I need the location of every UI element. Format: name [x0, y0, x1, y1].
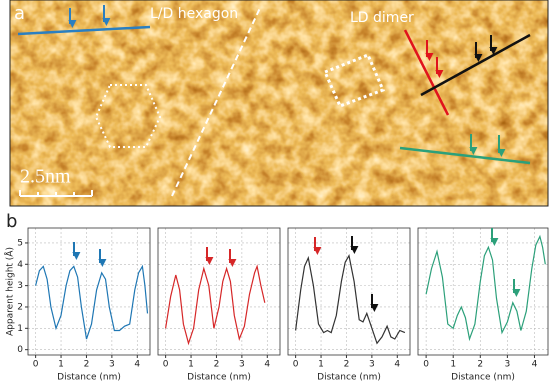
x-tick-label: 4 — [394, 360, 400, 370]
plot-frame — [157, 227, 281, 356]
x-tick-label: 2 — [214, 360, 220, 370]
x-tick-label: 1 — [188, 360, 194, 370]
y-tick-label: 0 — [17, 345, 23, 355]
x-tick-label: 2 — [84, 360, 90, 370]
panel-label: b — [6, 211, 17, 232]
data-line — [35, 264, 149, 340]
annotation: L/D hexagon — [150, 6, 238, 22]
stm-image: a L/D hexagon LD dimer 2.5nm — [9, 0, 549, 207]
scale-bar-label: 2.5nm — [20, 166, 71, 188]
x-tick-label: 2 — [477, 360, 483, 370]
stm-frame — [9, 0, 549, 207]
stm-texture — [10, 0, 548, 206]
dimer-outline — [322, 53, 385, 108]
x-tick-label: 0 — [33, 360, 39, 370]
domain-boundary — [171, 7, 261, 197]
data-line — [425, 234, 546, 342]
annotation: LD dimer — [350, 10, 414, 26]
data-line — [295, 254, 406, 345]
panel-label: a — [14, 3, 25, 24]
y-tick-label: 2 — [17, 302, 23, 312]
x-tick-label: 4 — [264, 360, 270, 370]
x-tick-label: 4 — [532, 360, 538, 370]
y-tick-label: 3 — [17, 281, 23, 291]
scale-bar — [19, 190, 93, 197]
x-tick-label: 2 — [344, 360, 350, 370]
x-tick-label: 0 — [293, 360, 299, 370]
hexagon-outline — [94, 84, 162, 148]
x-axis-label: Distance (nm) — [57, 373, 121, 383]
x-tick-label: 0 — [423, 360, 429, 370]
x-axis-label: Distance (nm) — [317, 373, 381, 383]
data-line — [165, 264, 266, 346]
x-tick-label: 3 — [369, 360, 375, 370]
profile-line — [17, 25, 151, 36]
x-tick-label: 1 — [318, 360, 324, 370]
plot-frame — [287, 227, 411, 356]
x-tick-label: 1 — [450, 360, 456, 370]
x-tick-label: 3 — [239, 360, 245, 370]
x-axis-label: Distance (nm) — [451, 373, 515, 383]
x-tick-label: 3 — [505, 360, 511, 370]
profile-line — [420, 33, 531, 97]
y-tick-label: 1 — [17, 324, 23, 334]
y-tick-label: 4 — [17, 260, 23, 270]
plot-frame — [27, 227, 151, 356]
x-tick-label: 1 — [58, 360, 64, 370]
y-axis-label: Apparent height (Å) — [4, 247, 16, 336]
x-tick-label: 3 — [109, 360, 115, 370]
x-axis-label: Distance (nm) — [187, 373, 251, 383]
profile-line — [403, 29, 450, 116]
x-tick-label: 0 — [163, 360, 169, 370]
arrows — [68, 5, 506, 157]
y-tick-label: 5 — [17, 238, 23, 248]
profile-line — [399, 146, 531, 165]
plot-frame — [417, 227, 549, 356]
x-tick-label: 4 — [134, 360, 140, 370]
